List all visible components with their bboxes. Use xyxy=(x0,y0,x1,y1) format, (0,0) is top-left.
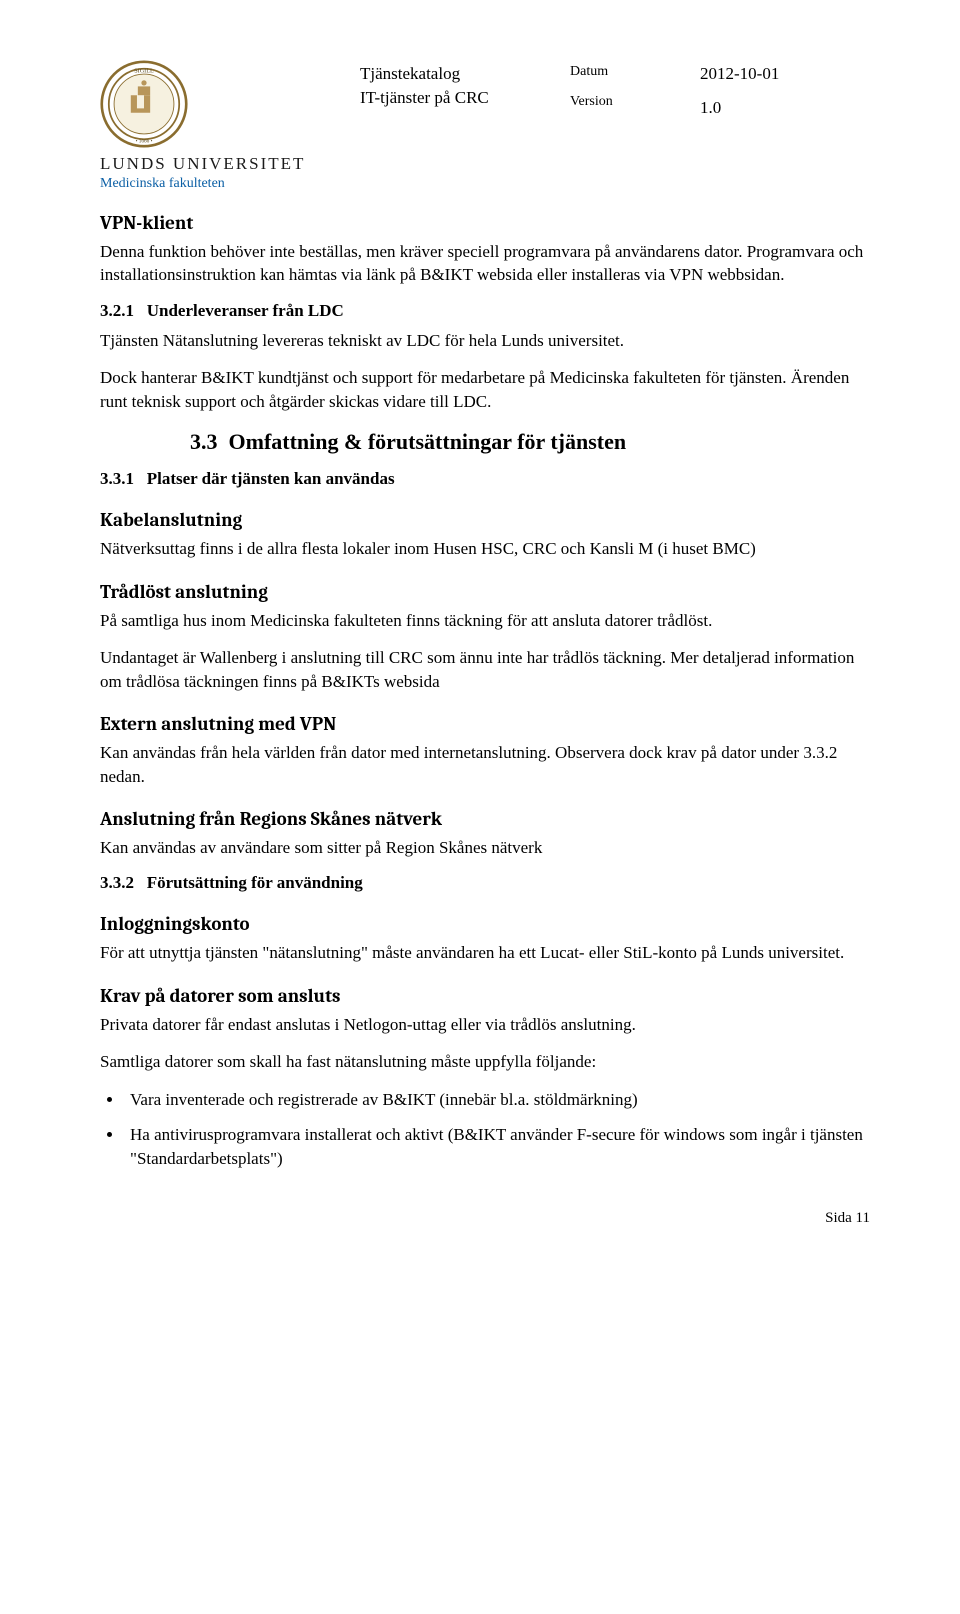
date-value: 2012-10-01 xyxy=(700,64,830,84)
faculty-name: Medicinska fakulteten xyxy=(100,176,225,192)
heading-321-title: Underleveranser från LDC xyxy=(147,301,344,320)
tradlos-para-2: Undantaget är Wallenberg i anslutning ti… xyxy=(100,646,870,693)
heading-331-title: Platser där tjänsten kan användas xyxy=(147,469,395,488)
heading-33-num: 3.3 xyxy=(190,429,218,454)
region-para: Kan användas av användare som sitter på … xyxy=(100,836,870,859)
extern-heading: Extern anslutning med VPN xyxy=(100,713,870,735)
extern-para: Kan användas från hela världen från dato… xyxy=(100,741,870,788)
vpn-heading: VPN-klient xyxy=(100,212,870,234)
doc-title-2: IT-tjänster på CRC xyxy=(360,88,530,108)
tradlos-para-1: På samtliga hus inom Medicinska fakultet… xyxy=(100,609,870,632)
kabel-para: Nätverksuttag finns i de allra flesta lo… xyxy=(100,537,870,560)
meta-titles: Tjänstekatalog IT-tjänster på CRC xyxy=(360,64,530,122)
region-heading: Anslutning från Regions Skånes nätverk xyxy=(100,808,870,830)
version-value: 1.0 xyxy=(700,98,830,118)
svg-text:SIGILL: SIGILL xyxy=(134,68,154,74)
page-header: SIGILL • 1666 • LUNDS UNIVERSITET Medici… xyxy=(100,60,870,192)
requirements-list: Vara inventerade och registrerade av B&I… xyxy=(124,1088,870,1170)
heading-331-num: 3.3.1 xyxy=(100,469,134,488)
doc-meta: Tjänstekatalog IT-tjänster på CRC Datum … xyxy=(360,64,830,122)
inlog-para: För att utnyttja tjänsten "nätanslutning… xyxy=(100,941,870,964)
meta-labels: Datum Version xyxy=(570,64,660,122)
heading-331: 3.3.1 Platser där tjänsten kan användas xyxy=(100,469,870,489)
list-item: Vara inventerade och registrerade av B&I… xyxy=(124,1088,870,1111)
page-number: Sida 11 xyxy=(100,1210,870,1227)
kabel-heading: Kabelanslutning xyxy=(100,509,870,531)
heading-321-num: 3.2.1 xyxy=(100,301,134,320)
krav-para-2: Samtliga datorer som skall ha fast nätan… xyxy=(100,1050,870,1073)
university-name: LUNDS UNIVERSITET xyxy=(100,154,305,174)
heading-33: 3.3 Omfattning & förutsättningar för tjä… xyxy=(190,429,870,455)
university-seal-icon: SIGILL • 1666 • xyxy=(100,60,188,148)
document-page: SIGILL • 1666 • LUNDS UNIVERSITET Medici… xyxy=(0,0,960,1267)
heading-332-title: Förutsättning för användning xyxy=(147,873,363,892)
tradlos-heading: Trådlöst anslutning xyxy=(100,581,870,603)
para-321-2: Dock hanterar B&IKT kundtjänst och suppo… xyxy=(100,366,870,413)
heading-332-num: 3.3.2 xyxy=(100,873,134,892)
inlog-heading: Inloggningskonto xyxy=(100,913,870,935)
krav-heading: Krav på datorer som ansluts xyxy=(100,985,870,1007)
para-321-1: Tjänsten Nätanslutning levereras teknisk… xyxy=(100,329,870,352)
doc-title-1: Tjänstekatalog xyxy=(360,64,530,84)
heading-321: 3.2.1 Underleveranser från LDC xyxy=(100,301,870,321)
logo-block: SIGILL • 1666 • LUNDS UNIVERSITET Medici… xyxy=(100,60,330,192)
meta-values: 2012-10-01 1.0 xyxy=(700,64,830,122)
list-item: Ha antivirusprogramvara installerat och … xyxy=(124,1123,870,1170)
version-label: Version xyxy=(570,94,660,110)
vpn-para: Denna funktion behöver inte beställas, m… xyxy=(100,240,870,287)
svg-text:• 1666 •: • 1666 • xyxy=(136,139,153,145)
heading-33-title: Omfattning & förutsättningar för tjänste… xyxy=(229,429,627,454)
heading-332: 3.3.2 Förutsättning för användning xyxy=(100,873,870,893)
krav-para-1: Privata datorer får endast anslutas i Ne… xyxy=(100,1013,870,1036)
date-label: Datum xyxy=(570,64,660,80)
